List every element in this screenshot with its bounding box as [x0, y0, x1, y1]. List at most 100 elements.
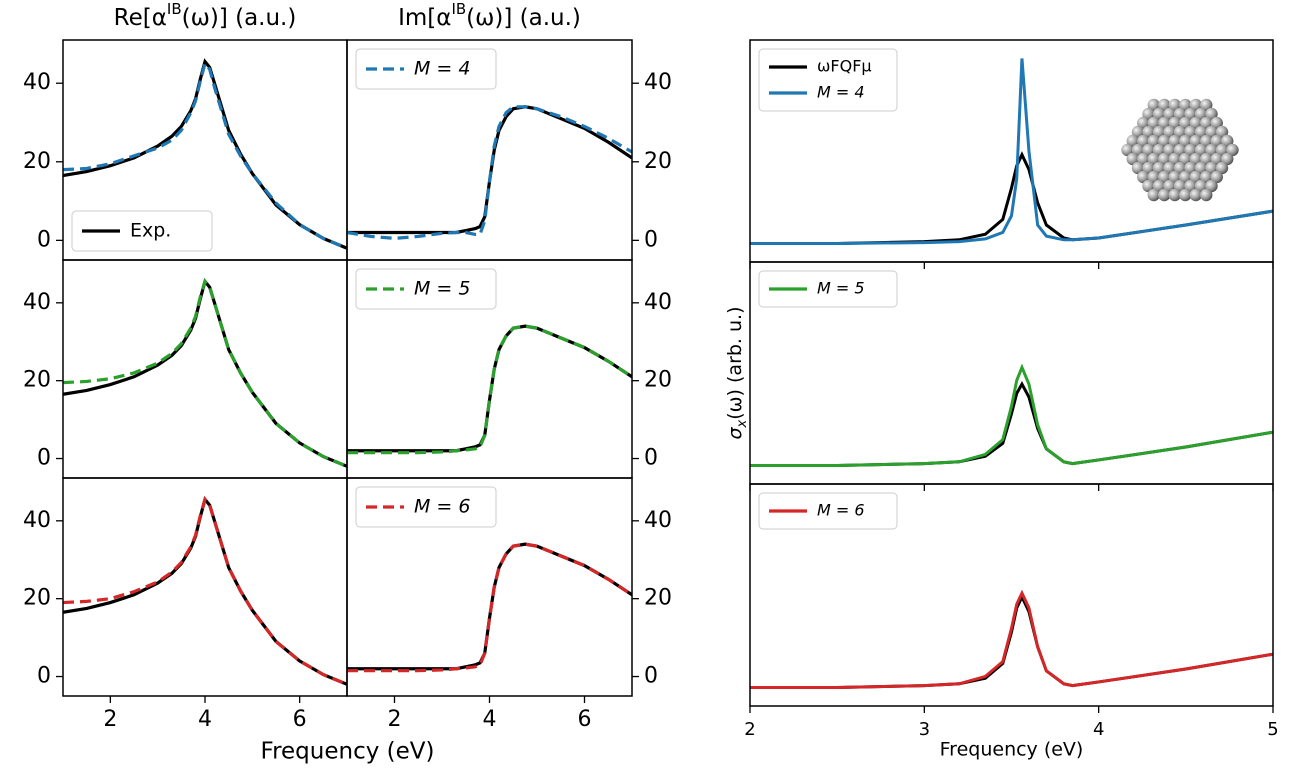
legend-label: M = 4 [414, 58, 470, 80]
x-tick-label: 4 [198, 707, 212, 732]
series-line [63, 496, 347, 686]
atom [1137, 116, 1150, 130]
atom [1215, 143, 1229, 157]
atom [1158, 134, 1171, 148]
atom [1137, 152, 1150, 166]
atom [1194, 107, 1208, 121]
ylabel-part: (ω) (arb. u.) [724, 306, 746, 419]
legend-label: M = 6 [414, 496, 470, 518]
y-tick-label: 40 [23, 290, 51, 315]
legend-box [758, 270, 898, 308]
series-line [347, 542, 632, 671]
atom [1200, 188, 1213, 202]
legend-label: M = 5 [817, 279, 865, 298]
atom [1147, 116, 1160, 130]
atom [1137, 134, 1150, 148]
legend-box [758, 492, 898, 530]
atom [1179, 116, 1192, 130]
atom [1205, 143, 1218, 157]
atom [1126, 134, 1139, 148]
atom [1147, 188, 1160, 202]
atom [1200, 116, 1213, 130]
atom [1152, 179, 1166, 193]
atom [1210, 116, 1223, 130]
atom [1221, 152, 1234, 166]
x-tick-label: 4 [483, 707, 497, 732]
series-line [750, 589, 1273, 689]
atom [1131, 125, 1145, 139]
series-line [63, 277, 347, 468]
series-line [63, 495, 347, 686]
atom [1205, 179, 1218, 193]
atom [1173, 107, 1187, 121]
atom [1152, 161, 1166, 175]
y-tick-label: 0 [644, 664, 658, 689]
legend-box [758, 48, 898, 112]
x-tick-label: 6 [578, 707, 592, 732]
atom [1121, 143, 1134, 157]
atom [1210, 152, 1223, 166]
atom [1173, 179, 1187, 193]
atom [1179, 152, 1192, 166]
atom [1131, 161, 1145, 175]
atom [1173, 161, 1187, 175]
atom [1142, 107, 1155, 121]
atom [1168, 188, 1181, 202]
atom [1200, 134, 1213, 148]
y-axis-label: σx(ω) (arb. u.) [724, 306, 751, 439]
atom [1184, 125, 1197, 139]
x-tick-label: 2 [744, 719, 755, 740]
atom [1152, 107, 1166, 121]
axes-title: Im[αIB(ω)] (a.u.) [398, 0, 581, 31]
atom [1184, 161, 1197, 175]
atom [1168, 98, 1181, 112]
y-tick-label: 0 [37, 664, 51, 689]
title-part: IB [451, 0, 466, 18]
legend-box [355, 268, 497, 310]
series-line [63, 278, 347, 468]
series-line [347, 105, 632, 240]
atom [1184, 179, 1197, 193]
atom [1189, 134, 1202, 148]
atom [1173, 143, 1187, 157]
atom [1147, 98, 1160, 112]
atom [1137, 170, 1150, 184]
series-line [750, 380, 1273, 467]
series-line [63, 60, 347, 250]
series-line [750, 593, 1273, 689]
atom [1184, 143, 1197, 157]
atom [1142, 143, 1155, 157]
atom [1158, 98, 1171, 112]
atom [1215, 125, 1229, 139]
atom [1189, 98, 1202, 112]
atom [1163, 143, 1176, 157]
title-part: IB [167, 0, 182, 18]
x-tick-label: 5 [1267, 719, 1278, 740]
atom [1163, 107, 1176, 121]
atom [1189, 188, 1202, 202]
y-tick-label: 0 [37, 227, 51, 252]
atom [1158, 188, 1171, 202]
series-line [347, 542, 632, 673]
atom [1168, 170, 1181, 184]
y-tick-label: 0 [644, 446, 658, 471]
y-tick-label: 20 [644, 149, 672, 174]
atom [1205, 161, 1218, 175]
axes-title: Re[αIB(ω)] (a.u.) [114, 0, 297, 31]
atom [1126, 152, 1139, 166]
title-part: (ω)] (a.u.) [182, 5, 297, 31]
x-tick-label: 2 [103, 707, 117, 732]
atom [1152, 125, 1166, 139]
x-tick-label: 2 [388, 707, 402, 732]
atom [1189, 170, 1202, 184]
title-part: Im[α [398, 5, 451, 31]
series-line [347, 105, 632, 235]
y-tick-label: 20 [644, 368, 672, 393]
atom [1179, 134, 1192, 148]
atom [1168, 152, 1181, 166]
atom [1194, 125, 1208, 139]
x-axis-label: Frequency (eV) [261, 739, 435, 765]
atom [1194, 143, 1208, 157]
atom [1179, 98, 1192, 112]
atom [1158, 116, 1171, 130]
